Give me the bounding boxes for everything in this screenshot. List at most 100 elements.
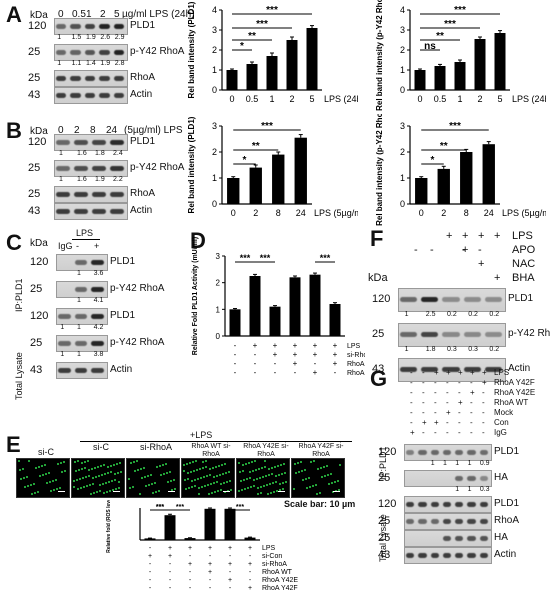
condition-sign: -: [189, 585, 192, 592]
fluorescence-dot: [44, 464, 46, 466]
fluorescence-dot: [305, 478, 307, 480]
protein-band: [92, 165, 106, 171]
fluorescence-dot: [163, 473, 165, 475]
protein-band: [70, 75, 81, 81]
bar: [474, 39, 486, 90]
fluorescence-dot: [254, 460, 256, 462]
condition-sign: -: [422, 388, 425, 397]
condition-sign: -: [234, 359, 237, 368]
protein-band: [400, 332, 418, 337]
fluorescence-dot: [24, 486, 26, 488]
fluorescence-dot: [165, 463, 167, 465]
condition-sign: +: [482, 368, 487, 377]
fluorescence-dot: [82, 477, 84, 479]
y-tick-label: 3: [400, 121, 405, 131]
protein-band: [406, 518, 415, 524]
protein-band: [70, 49, 81, 55]
lane-label: 0: [58, 9, 64, 20]
fluorescence-dot: [240, 480, 242, 482]
fluorescence-dot: [302, 479, 304, 481]
molecular-weight: 25: [28, 187, 41, 200]
x-tick-label: 0: [419, 208, 424, 218]
protein-label: p-Y42 RhoA: [130, 45, 185, 57]
protein-band: [91, 313, 104, 319]
quant-value: 1: [77, 297, 81, 304]
quant-value: 1: [77, 324, 81, 331]
scale-bar: [168, 491, 175, 492]
condition-sign: -: [294, 368, 297, 377]
image-label: si-C: [38, 447, 54, 457]
bar: [289, 277, 301, 336]
fluorescence-dot: [198, 493, 200, 495]
condition-sign: -: [209, 553, 212, 560]
chart-A-pld1: 0 1 2 3 4 0 0.5 1 2 5 LPS (24h) Rel band intensity …: [187, 1, 358, 104]
quant-value: 1.8: [425, 346, 436, 353]
fluorescence-dot: [129, 487, 131, 489]
protein-band: [110, 165, 124, 171]
quant-value: 1.5: [71, 34, 82, 41]
condition-sign: -: [434, 378, 437, 387]
fluorescence-dot: [33, 483, 35, 485]
protein-band: [421, 332, 439, 337]
condition-sign: -: [229, 569, 232, 576]
fluorescence-dot: [300, 461, 302, 463]
fluorescence-dot: [46, 482, 48, 484]
quant-value: 1: [467, 460, 472, 467]
condition-sign: -: [410, 378, 413, 387]
molecular-weight: 43: [28, 88, 41, 101]
fluorescence-dot: [101, 474, 103, 476]
condition-sign: -: [189, 569, 192, 576]
y-tick-label: 2: [400, 147, 405, 157]
condition-sign: -: [274, 359, 277, 368]
fluorescence-dot: [293, 488, 295, 490]
fluorescence-dot: [57, 463, 59, 465]
chart-B-py42: 0 1 2 3 0 2 8 24 LPS (5µg/ml) Rel band intensity …: [375, 114, 546, 226]
protein-band: [479, 501, 488, 507]
fluorescence-dot: [19, 469, 21, 471]
fluorescence-dot: [38, 466, 40, 468]
quant-value: 1: [60, 324, 65, 331]
fluorescence-dot: [31, 493, 33, 495]
protein-band: [113, 75, 124, 81]
fluorescence-dot: [266, 484, 268, 486]
protein-band: [58, 367, 71, 373]
fluorescence-dot: [223, 482, 225, 484]
condition-label: Con: [494, 418, 509, 427]
fluorescence-dot: [208, 493, 210, 495]
fluorescence-dot: [297, 462, 299, 464]
condition-sign: -: [254, 368, 257, 377]
fluorescence-dot: [191, 486, 193, 488]
condition-label: RhoA Y42E: [262, 577, 298, 584]
fluorescence-dot: [187, 478, 189, 480]
ip-label: IP:PLD1: [14, 278, 24, 312]
quant-value: 2.5: [425, 311, 436, 318]
quant-value: 1: [467, 486, 472, 493]
condition-sign: +: [248, 585, 252, 592]
condition-sign: +: [462, 244, 469, 256]
protein-band: [56, 75, 67, 81]
condition-sign: -: [478, 244, 482, 256]
sig-marker: ***: [236, 504, 244, 511]
fluorescence-dot: [220, 489, 222, 491]
fluorescence-dot: [26, 476, 28, 478]
micrograph: [126, 458, 180, 498]
condition-sign: +: [434, 418, 439, 427]
fluorescence-dot: [107, 466, 109, 468]
condition-sign: -: [422, 398, 425, 407]
fluorescence-dot: [137, 469, 139, 471]
sig-marker: ***: [176, 504, 184, 511]
condition-sign: -: [458, 388, 461, 397]
fluorescence-dot: [201, 486, 203, 488]
fluorescence-dot: [184, 479, 186, 481]
fluorescence-dot: [105, 482, 107, 484]
molecular-weight: 25: [378, 514, 391, 527]
condition-sign: +: [446, 408, 451, 417]
protein-band: [400, 367, 418, 372]
condition-sign: +: [470, 368, 475, 377]
fluorescence-dot: [104, 473, 106, 475]
fluorescence-dot: [169, 471, 171, 473]
fluorescence-dot: [120, 471, 122, 473]
quant-value: 1: [77, 270, 81, 277]
fluorescence-dot: [183, 470, 185, 472]
y-tick-label: 0: [212, 85, 217, 95]
